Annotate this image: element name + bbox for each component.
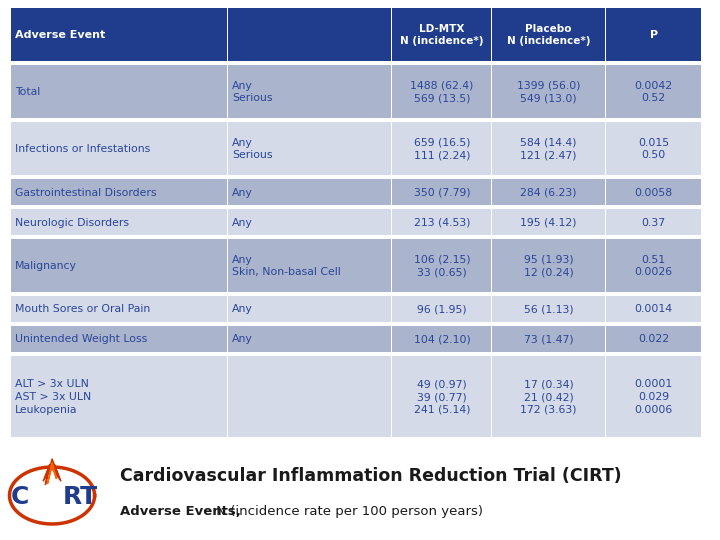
Text: Any: Any <box>233 305 253 314</box>
Bar <box>228 8 391 61</box>
Text: 213 (4.53): 213 (4.53) <box>413 218 470 227</box>
Text: 284 (6.23): 284 (6.23) <box>521 187 577 198</box>
Text: Malignancy: Malignancy <box>15 261 77 271</box>
Bar <box>228 326 391 352</box>
Bar <box>11 239 228 292</box>
Bar <box>392 356 491 437</box>
Bar <box>392 209 491 235</box>
Bar <box>11 209 228 235</box>
Bar <box>228 179 391 205</box>
Text: 95 (1.93)
12 (0.24): 95 (1.93) 12 (0.24) <box>524 254 574 278</box>
Text: 96 (1.95): 96 (1.95) <box>417 305 467 314</box>
Text: Placebo
N (incidence*): Placebo N (incidence*) <box>507 24 590 46</box>
Text: 584 (14.4)
121 (2.47): 584 (14.4) 121 (2.47) <box>521 138 577 160</box>
Bar <box>606 8 701 61</box>
Bar <box>228 239 391 292</box>
Text: 659 (16.5)
111 (2.24): 659 (16.5) 111 (2.24) <box>413 138 470 160</box>
Text: 350 (7.79): 350 (7.79) <box>413 187 470 198</box>
Text: P: P <box>649 30 658 40</box>
Bar <box>492 8 605 61</box>
Text: 0.0001
0.029
0.0006: 0.0001 0.029 0.0006 <box>634 379 672 415</box>
Text: Any: Any <box>233 334 253 345</box>
Bar <box>392 326 491 352</box>
Text: 0.0058: 0.0058 <box>634 187 672 198</box>
Polygon shape <box>43 459 61 485</box>
Text: Any: Any <box>233 218 253 227</box>
Bar <box>228 122 391 175</box>
Bar <box>492 326 605 352</box>
Text: 1399 (56.0)
549 (13.0): 1399 (56.0) 549 (13.0) <box>517 80 580 103</box>
Bar <box>492 209 605 235</box>
Text: Any
Skin, Non-basal Cell: Any Skin, Non-basal Cell <box>233 254 341 278</box>
Text: C: C <box>11 485 29 509</box>
Polygon shape <box>48 462 57 483</box>
Bar <box>606 65 701 118</box>
Bar <box>606 122 701 175</box>
Bar <box>492 239 605 292</box>
Text: 56 (1.13): 56 (1.13) <box>524 305 574 314</box>
Text: 73 (1.47): 73 (1.47) <box>524 334 574 345</box>
Text: 0.51
0.0026: 0.51 0.0026 <box>634 254 672 278</box>
Bar <box>606 296 701 322</box>
Bar <box>606 179 701 205</box>
Text: Gastrointestinal Disorders: Gastrointestinal Disorders <box>15 187 157 198</box>
Bar <box>228 296 391 322</box>
Text: 17 (0.34)
21 (0.42)
172 (3.63): 17 (0.34) 21 (0.42) 172 (3.63) <box>521 379 577 415</box>
Bar <box>11 326 228 352</box>
Bar <box>392 179 491 205</box>
Bar <box>11 296 228 322</box>
Text: 0.37: 0.37 <box>642 218 666 227</box>
Bar <box>492 296 605 322</box>
Bar <box>492 179 605 205</box>
Text: Neurologic Disorders: Neurologic Disorders <box>15 218 129 227</box>
Text: 0.0014: 0.0014 <box>634 305 672 314</box>
Bar <box>392 8 491 61</box>
Bar <box>606 209 701 235</box>
Text: 104 (2.10): 104 (2.10) <box>413 334 470 345</box>
Text: 195 (4.12): 195 (4.12) <box>521 218 577 227</box>
Text: 0.0042
0.52: 0.0042 0.52 <box>634 80 672 103</box>
Text: RT: RT <box>63 485 99 509</box>
Text: 0.022: 0.022 <box>638 334 670 345</box>
Text: ALT > 3x ULN
AST > 3x ULN
Leukopenia: ALT > 3x ULN AST > 3x ULN Leukopenia <box>15 379 91 415</box>
Text: Total: Total <box>15 87 40 97</box>
Text: Any
Serious: Any Serious <box>233 80 273 103</box>
Bar <box>11 8 228 61</box>
Bar <box>11 356 228 437</box>
Text: Adverse Event: Adverse Event <box>15 30 105 40</box>
Bar <box>606 326 701 352</box>
Text: 49 (0.97)
39 (0.77)
241 (5.14): 49 (0.97) 39 (0.77) 241 (5.14) <box>413 379 470 415</box>
Bar <box>392 122 491 175</box>
Text: 1488 (62.4)
569 (13.5): 1488 (62.4) 569 (13.5) <box>410 80 474 103</box>
Bar <box>492 356 605 437</box>
Text: Mouth Sores or Oral Pain: Mouth Sores or Oral Pain <box>15 305 150 314</box>
Bar <box>606 239 701 292</box>
Text: Adverse Events,: Adverse Events, <box>120 505 241 518</box>
Text: Any: Any <box>233 187 253 198</box>
Bar <box>392 65 491 118</box>
Bar <box>11 179 228 205</box>
Text: Cardiovascular Inflammation Reduction Trial (CIRT): Cardiovascular Inflammation Reduction Tr… <box>120 467 621 485</box>
Text: Any
Serious: Any Serious <box>233 138 273 160</box>
Bar <box>228 65 391 118</box>
Bar <box>11 122 228 175</box>
Bar <box>228 356 391 437</box>
Bar <box>392 239 491 292</box>
Bar <box>606 356 701 437</box>
Text: Infections or Infestations: Infections or Infestations <box>15 144 150 154</box>
Text: N (incidence rate per 100 person years): N (incidence rate per 100 person years) <box>212 505 483 518</box>
Bar <box>11 65 228 118</box>
Bar <box>492 65 605 118</box>
Text: LD-MTX
N (incidence*): LD-MTX N (incidence*) <box>400 24 484 46</box>
Bar <box>492 122 605 175</box>
Text: 106 (2.15)
33 (0.65): 106 (2.15) 33 (0.65) <box>413 254 470 278</box>
Text: Unintended Weight Loss: Unintended Weight Loss <box>15 334 148 345</box>
Text: 0.015
0.50: 0.015 0.50 <box>638 138 670 160</box>
Bar <box>228 209 391 235</box>
Bar <box>392 296 491 322</box>
